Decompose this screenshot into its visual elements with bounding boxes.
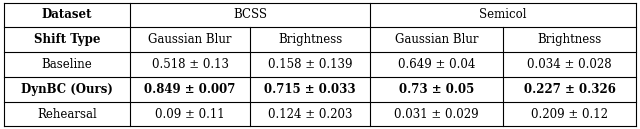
Text: 0.715 ± 0.033: 0.715 ± 0.033 xyxy=(264,83,356,96)
Text: 0.209 ± 0.12: 0.209 ± 0.12 xyxy=(531,108,608,120)
Text: Brightness: Brightness xyxy=(538,33,602,46)
Text: BCSS: BCSS xyxy=(233,9,267,21)
Text: Gaussian Blur: Gaussian Blur xyxy=(395,33,478,46)
Text: 0.034 ± 0.028: 0.034 ± 0.028 xyxy=(527,58,612,71)
Text: 0.649 ± 0.04: 0.649 ± 0.04 xyxy=(398,58,475,71)
Text: Gaussian Blur: Gaussian Blur xyxy=(148,33,232,46)
Text: 0.124 ± 0.203: 0.124 ± 0.203 xyxy=(268,108,352,120)
Text: Shift Type: Shift Type xyxy=(34,33,100,46)
Text: Brightness: Brightness xyxy=(278,33,342,46)
Text: 0.158 ± 0.139: 0.158 ± 0.139 xyxy=(268,58,352,71)
Text: 0.09 ± 0.11: 0.09 ± 0.11 xyxy=(155,108,225,120)
Text: Baseline: Baseline xyxy=(42,58,92,71)
Text: 0.227 ± 0.326: 0.227 ± 0.326 xyxy=(524,83,616,96)
Text: 0.518 ± 0.13: 0.518 ± 0.13 xyxy=(152,58,228,71)
Text: 0.031 ± 0.029: 0.031 ± 0.029 xyxy=(394,108,479,120)
Text: 0.849 ± 0.007: 0.849 ± 0.007 xyxy=(144,83,236,96)
Text: DynBC (Ours): DynBC (Ours) xyxy=(21,83,113,96)
Text: Dataset: Dataset xyxy=(42,9,92,21)
Text: Semicol: Semicol xyxy=(479,9,527,21)
Text: 0.73 ± 0.05: 0.73 ± 0.05 xyxy=(399,83,474,96)
Text: Rehearsal: Rehearsal xyxy=(37,108,97,120)
